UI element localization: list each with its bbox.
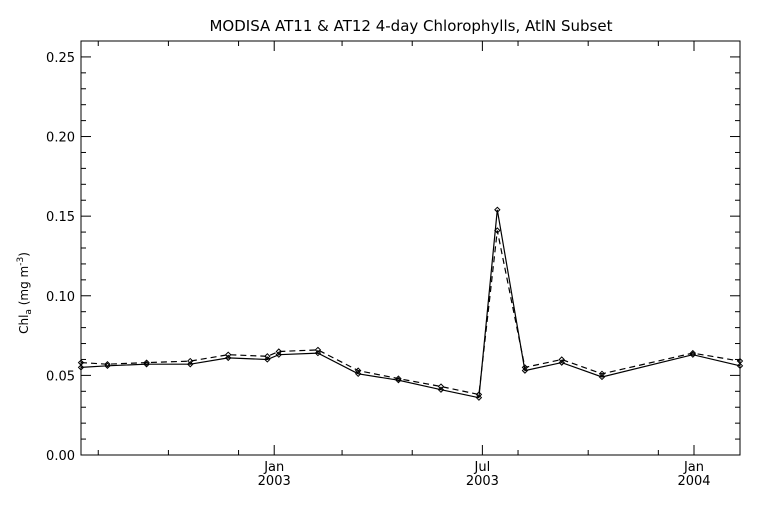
data-point-s0-3 [187,361,194,368]
y-tick-label-0: 0.00 [46,449,75,464]
svg-text:Chla (mg m-3): Chla (mg m-3) [16,252,34,334]
y-axis-label: Chla (mg m-3) [16,252,34,334]
chart-title: MODISA AT11 & AT12 4-day Chlorophylls, A… [209,17,612,35]
data-point-s1-0 [77,359,85,366]
y-tick-label-4: 0.20 [46,131,75,146]
series-line-1 [80,230,741,396]
data-point-s1-4 [225,351,232,358]
x-tick-label-year-1: 2003 [466,474,499,489]
data-point-s1-15 [598,370,606,377]
data-point-s1-13 [521,364,529,371]
plot-frame [80,40,741,456]
data-point-s0-12 [494,206,501,213]
y-axis-label-main: Chl [17,315,31,334]
data-point-s0-0 [77,364,85,371]
y-axis-label-sup: -3 [16,257,26,266]
x-tick-label-month-2: Jan [683,460,704,475]
data-point-s1-2 [143,359,150,366]
series-group [77,206,744,401]
x-tick-label-month-0: Jan [263,460,284,475]
y-tick-label-1: 0.05 [46,369,75,384]
data-point-s1-8 [354,367,362,374]
data-point-s0-10 [437,386,445,393]
data-point-s1-11 [475,391,483,398]
data-point-s1-9 [395,375,402,382]
y-axis-label-close: ) [17,252,31,257]
data-point-s0-17 [736,362,744,370]
data-point-s0-5 [264,356,271,363]
y-axis: 0.00 0.05 0.10 0.15 0.20 0.25 [46,51,740,464]
data-point-s1-14 [558,356,565,363]
y-axis-label-sub: a [24,309,34,315]
y-tick-label-2: 0.10 [46,290,75,305]
x-tick-label-year-0: 2003 [258,474,291,489]
x-tick-label-year-2: 2004 [677,474,710,489]
data-point-s1-17 [736,357,744,365]
y-tick-label-3: 0.15 [46,210,75,225]
data-point-s0-6 [275,351,283,358]
data-point-s1-3 [187,357,194,365]
data-point-s1-16 [689,349,697,357]
data-point-s0-8 [354,370,362,377]
x-tick-label-month-1: Jul [474,460,491,475]
data-point-s0-4 [225,354,232,362]
data-point-s1-6 [275,348,283,355]
data-point-s1-5 [264,353,271,360]
data-point-s0-7 [314,349,322,357]
data-point-s1-1 [104,361,111,368]
data-point-s1-12 [494,227,501,234]
data-point-s1-10 [437,383,445,390]
data-point-s0-14 [558,359,565,366]
data-point-s0-15 [598,373,606,381]
y-axis-label-unit: (mg m [17,266,31,309]
data-point-s1-7 [314,346,322,354]
data-point-s0-11 [475,394,483,401]
y-tick-label-5: 0.25 [46,51,75,66]
data-point-s0-13 [521,367,529,374]
series-line-0 [80,209,741,399]
